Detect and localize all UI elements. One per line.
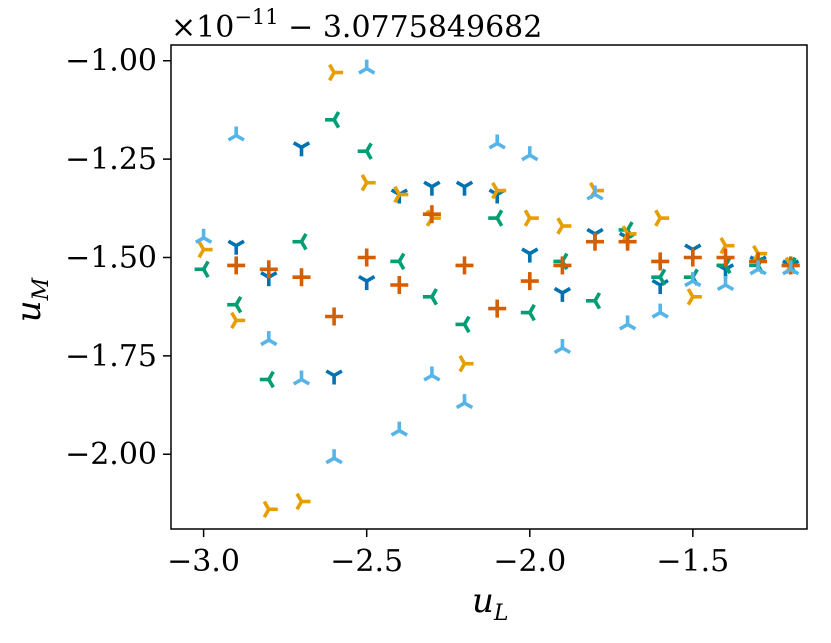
y-tick-label: −1.25 bbox=[65, 142, 157, 177]
data-point bbox=[423, 366, 441, 382]
data-point bbox=[458, 355, 474, 373]
data-point bbox=[719, 237, 735, 255]
data-point bbox=[520, 272, 539, 291]
data-point bbox=[455, 256, 474, 275]
y-tick-label: −1.50 bbox=[65, 240, 157, 275]
data-point bbox=[716, 256, 732, 275]
data-point bbox=[618, 315, 637, 331]
data-point bbox=[553, 286, 572, 302]
data-point bbox=[360, 174, 376, 192]
x-axis-label: uL bbox=[472, 581, 509, 626]
data-point bbox=[390, 252, 406, 271]
data-point bbox=[521, 146, 539, 162]
data-point bbox=[586, 232, 604, 251]
data-point bbox=[523, 209, 539, 227]
data-point bbox=[651, 278, 669, 294]
data-point bbox=[651, 268, 667, 286]
data-point bbox=[422, 205, 441, 224]
data-point bbox=[325, 111, 341, 129]
data-point bbox=[553, 339, 572, 355]
data-point bbox=[292, 370, 311, 386]
data-point bbox=[292, 268, 311, 287]
y-tick-label: −1.00 bbox=[65, 44, 157, 79]
data-point bbox=[749, 260, 767, 276]
y-tick-label: −1.75 bbox=[65, 339, 157, 374]
data-point bbox=[686, 288, 702, 306]
data-point bbox=[358, 275, 376, 291]
data-point bbox=[325, 307, 344, 326]
y-tick-label: −2.00 bbox=[65, 437, 157, 472]
data-point bbox=[651, 252, 670, 271]
data-point bbox=[423, 180, 441, 196]
data-point bbox=[455, 315, 471, 334]
data-point bbox=[227, 126, 245, 142]
data-point bbox=[654, 209, 670, 227]
data-point bbox=[194, 228, 213, 244]
data-point bbox=[260, 331, 278, 347]
data-point bbox=[393, 185, 409, 204]
data-point bbox=[491, 181, 507, 200]
data-point bbox=[716, 248, 735, 267]
offset-label: ×10−11 − 3.0775849682 bbox=[171, 5, 542, 45]
data-point bbox=[295, 492, 311, 511]
data-point bbox=[325, 369, 343, 385]
data-point bbox=[683, 248, 702, 267]
data-point bbox=[227, 256, 246, 275]
data-point bbox=[230, 311, 246, 330]
data-point bbox=[716, 276, 735, 292]
data-point bbox=[488, 134, 506, 150]
data-point bbox=[325, 449, 343, 465]
x-axis: −3.0 −2.5 −2.0 −1.5 bbox=[167, 529, 729, 579]
data-point bbox=[357, 142, 373, 160]
data-point bbox=[684, 272, 702, 288]
data-point bbox=[197, 240, 213, 259]
data-point bbox=[227, 296, 243, 314]
data-point bbox=[259, 260, 278, 279]
data-point bbox=[390, 276, 409, 294]
data-marks bbox=[194, 59, 800, 518]
data-point bbox=[357, 248, 376, 267]
data-point bbox=[292, 141, 311, 157]
data-point bbox=[358, 59, 376, 75]
y-axis-label: uM bbox=[9, 277, 54, 322]
data-point bbox=[390, 421, 408, 437]
data-point bbox=[618, 232, 637, 251]
x-tick-label: −3.0 bbox=[167, 544, 240, 579]
y-axis: −1.00 −1.25 −1.50 −1.75 −2.00 bbox=[65, 44, 171, 472]
data-point bbox=[586, 185, 604, 201]
data-point bbox=[259, 370, 275, 389]
data-point bbox=[455, 180, 474, 196]
data-point bbox=[782, 260, 800, 276]
x-tick-label: −2.5 bbox=[330, 544, 403, 579]
data-point bbox=[521, 247, 539, 263]
data-point bbox=[328, 63, 344, 82]
data-point bbox=[194, 260, 210, 278]
plot-frame bbox=[170, 44, 808, 530]
data-point bbox=[455, 394, 474, 410]
x-tick-label: −2.0 bbox=[493, 544, 566, 579]
data-point bbox=[262, 500, 278, 518]
data-point bbox=[488, 209, 504, 227]
data-point bbox=[586, 292, 602, 310]
x-tick-label: −1.5 bbox=[656, 544, 729, 579]
data-point bbox=[553, 256, 572, 275]
data-point bbox=[488, 299, 507, 318]
data-point bbox=[651, 303, 669, 319]
data-point bbox=[292, 233, 308, 251]
data-point bbox=[227, 239, 245, 255]
data-point bbox=[422, 288, 438, 306]
data-point bbox=[556, 217, 572, 235]
data-point bbox=[520, 303, 536, 322]
